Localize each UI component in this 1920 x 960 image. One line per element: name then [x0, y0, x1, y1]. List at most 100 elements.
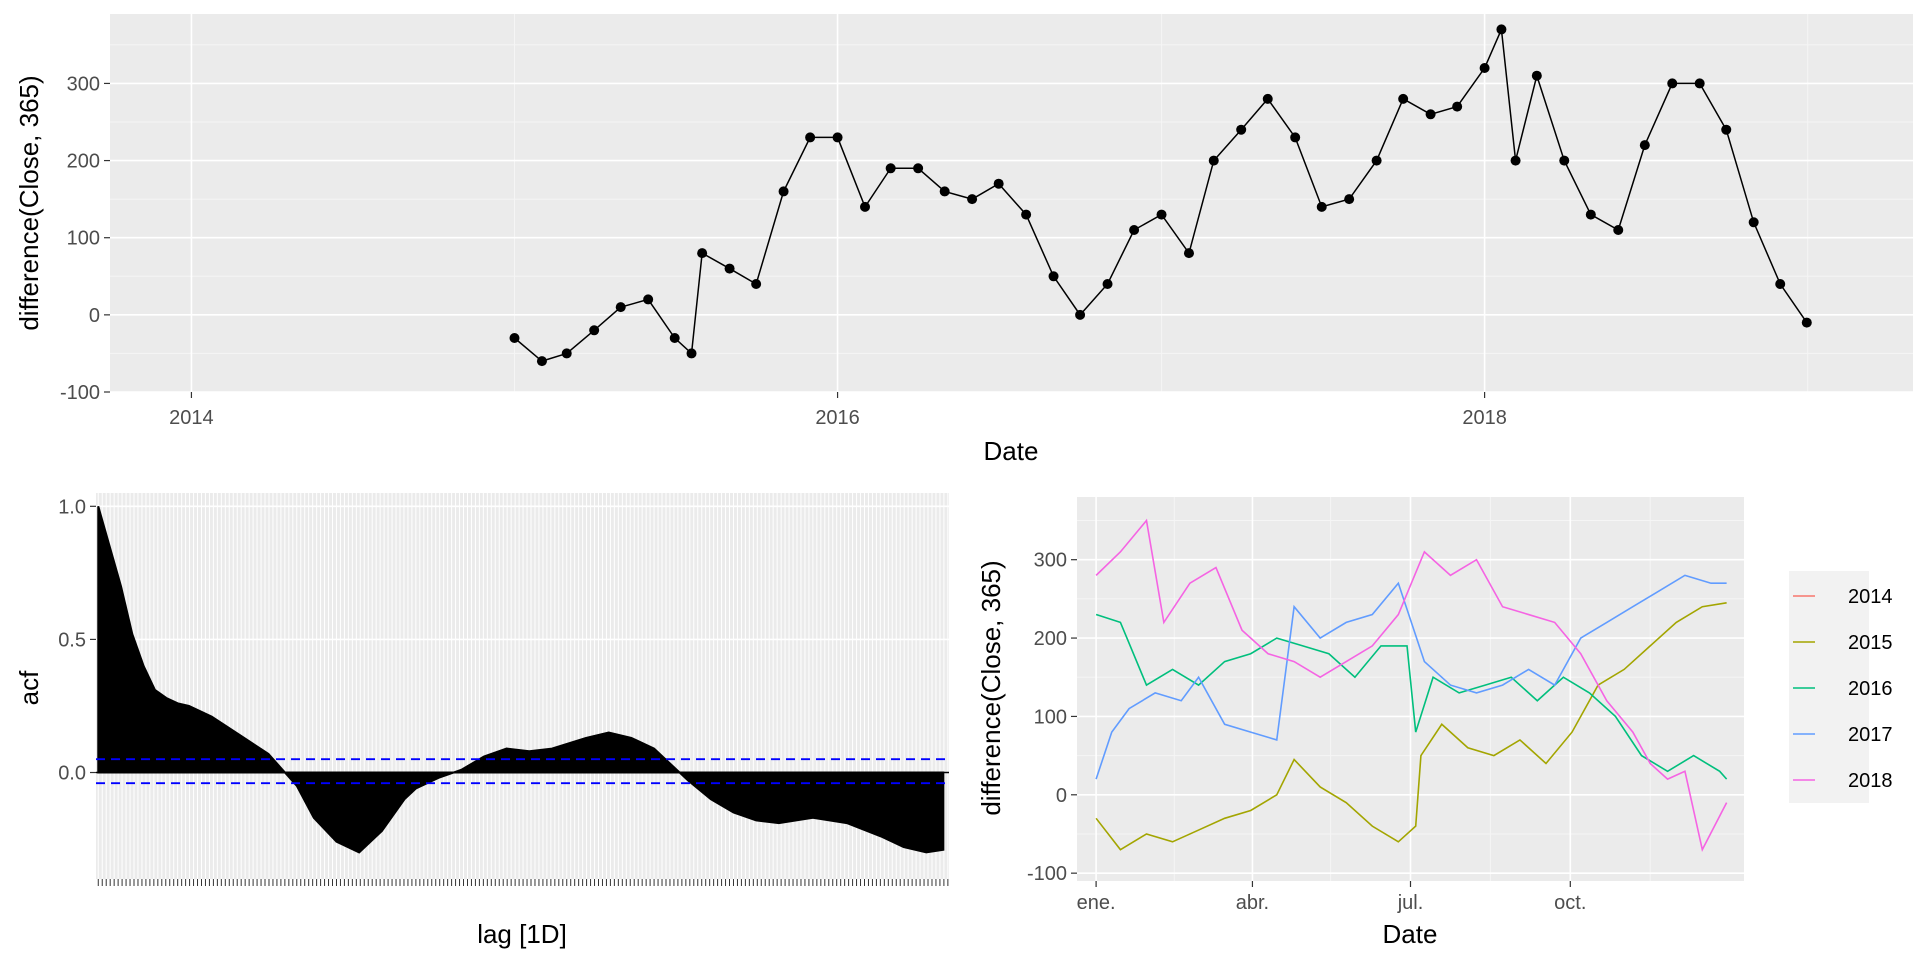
legend-label: 2016 [1848, 678, 1893, 700]
acf-y-axis-label: acf [14, 670, 44, 705]
y-tick-label: 200 [1034, 628, 1067, 650]
data-point [686, 348, 697, 359]
data-point [561, 348, 572, 359]
data-point [751, 279, 762, 289]
acf-area [97, 506, 945, 854]
data-point [724, 263, 735, 274]
data-point [860, 201, 871, 212]
x-tick-label: 2018 [1462, 407, 1507, 429]
seasonal-x-axis-label: Date [1383, 919, 1438, 949]
y-tick-label: 300 [67, 73, 100, 95]
data-point [615, 302, 626, 313]
data-point [805, 132, 816, 143]
data-point [832, 132, 843, 143]
data-point [1075, 309, 1086, 320]
data-point [1048, 271, 1059, 282]
legend-background [1789, 571, 1869, 803]
data-point [1021, 209, 1032, 220]
data-point [536, 356, 547, 367]
y-tick-label: -100 [60, 382, 100, 404]
y-tick-label: 1.0 [58, 496, 86, 518]
y-tick-label: 200 [67, 151, 100, 173]
data-point [1425, 109, 1436, 120]
top-y-axis-label: difference(Close, 365) [14, 75, 44, 330]
data-point [1639, 140, 1650, 151]
acf-panel: 0.0 0.5 1.0 lag [1D] acf [14, 493, 949, 949]
top-plot-background [110, 14, 1913, 392]
acf-bars [96, 506, 949, 854]
y-tick-label: 100 [1034, 706, 1067, 728]
data-point [1316, 201, 1327, 212]
data-point [1208, 155, 1219, 166]
series-line-2017 [1095, 574, 1727, 780]
x-tick-label: ene. [1077, 892, 1116, 914]
acf-y-tick-labels: 0.0 0.5 1.0 [58, 496, 96, 785]
x-tick-label: 2014 [169, 407, 214, 429]
top-grid [110, 14, 1913, 393]
x-tick-label: oct. [1554, 892, 1586, 914]
data-point [1452, 101, 1463, 112]
data-point [1585, 209, 1596, 220]
data-point [1236, 124, 1247, 135]
top-y-tick-labels: -100 0 100 200 300 [60, 73, 110, 404]
data-point [1262, 93, 1273, 104]
data-point [939, 186, 950, 197]
y-tick-label: 0 [89, 305, 100, 327]
data-point [1748, 217, 1759, 228]
data-point [778, 186, 789, 197]
y-tick-label: 100 [67, 228, 100, 250]
data-point [669, 333, 680, 343]
top-x-tick-labels: 2014 2016 2018 [169, 392, 1507, 429]
acf-x-tick-marks [97, 879, 949, 886]
y-tick-label: -100 [1027, 863, 1067, 885]
data-point [1667, 78, 1678, 89]
legend-label: 2015 [1848, 632, 1893, 654]
data-point [913, 163, 924, 174]
y-tick-label: 0.0 [58, 763, 86, 785]
x-tick-label: abr. [1236, 892, 1269, 914]
data-point [1531, 70, 1542, 81]
data-point [1801, 317, 1812, 328]
data-point [1496, 24, 1507, 35]
data-point [1344, 194, 1355, 205]
x-tick-label: 2016 [815, 407, 860, 429]
data-point [1510, 155, 1521, 166]
data-point [1156, 209, 1167, 220]
data-point [1102, 279, 1113, 289]
seasonal-legend: 2014 2015 2016 2017 2018 [1789, 571, 1893, 803]
data-point [885, 163, 896, 174]
y-tick-label: 300 [1034, 550, 1067, 572]
seasonal-y-tick-labels: -100 0 100 200 300 [1027, 550, 1077, 885]
y-tick-label: 0.5 [58, 629, 86, 651]
y-tick-label: 0 [1056, 785, 1067, 807]
seasonal-panel: ene. abr. jul. oct. -100 0 100 200 300 Date dif… [976, 497, 1893, 949]
data-point [1559, 155, 1570, 166]
series-line-2018 [1095, 518, 1728, 852]
data-point [643, 294, 654, 305]
data-point [509, 333, 520, 343]
data-point [1129, 225, 1140, 235]
series-line-2015 [1095, 602, 1727, 851]
top-series [509, 24, 1812, 367]
data-point [993, 178, 1004, 189]
data-point [1775, 279, 1786, 289]
legend-label: 2014 [1848, 586, 1893, 608]
data-point [1479, 63, 1490, 73]
acf-x-axis-label: lag [1D] [477, 919, 567, 949]
acf-confidence-lines [96, 758, 949, 785]
top-time-series-panel: 2014 2016 2018 -100 0 100 200 300 Date differe… [14, 14, 1913, 466]
x-tick-label: jul. [1397, 892, 1424, 914]
legend-label: 2018 [1848, 770, 1893, 792]
data-point [589, 325, 600, 336]
data-point [1183, 248, 1194, 259]
series-line-2016 [1095, 613, 1728, 780]
seasonal-series [1095, 518, 1728, 852]
data-point [1371, 155, 1382, 166]
data-point [1613, 225, 1624, 235]
data-point [1721, 124, 1732, 135]
data-point [1398, 93, 1409, 104]
data-point [697, 248, 708, 259]
data-point [1694, 78, 1705, 89]
data-point [967, 194, 978, 205]
